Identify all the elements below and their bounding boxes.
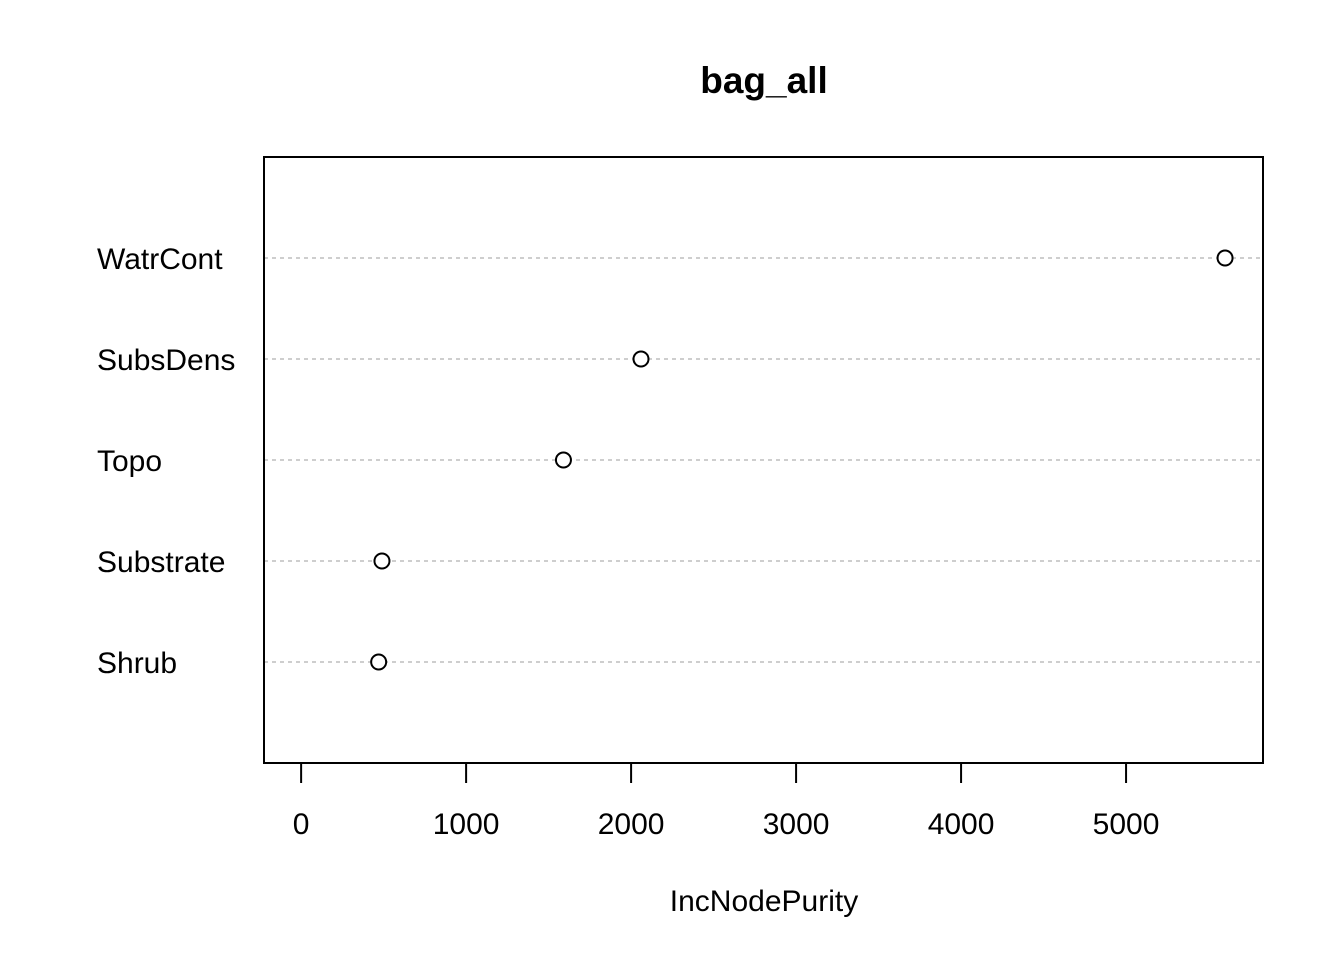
x-tick-label-0: 0 <box>293 808 310 841</box>
data-point-subsdens <box>632 350 650 368</box>
data-point-watrcont <box>1216 249 1234 267</box>
data-point-shrub <box>370 653 388 671</box>
x-axis: 0 1000 2000 3000 4000 5000 <box>293 762 1160 841</box>
data-points <box>370 249 1234 671</box>
category-labels: WatrCont SubsDens Topo Substrate Shrub <box>97 243 235 680</box>
guide-lines <box>264 257 1263 663</box>
x-tick-label-2000: 2000 <box>598 808 665 841</box>
category-label-subsdens: SubsDens <box>97 344 235 377</box>
x-axis-title: IncNodePurity <box>670 885 858 918</box>
category-label-shrub: Shrub <box>97 647 177 680</box>
x-tick-label-4000: 4000 <box>928 808 995 841</box>
category-label-substrate: Substrate <box>97 546 225 579</box>
x-tick-label-3000: 3000 <box>763 808 830 841</box>
chart-title: bag_all <box>700 60 828 101</box>
data-point-topo <box>554 451 572 469</box>
x-tick-label-1000: 1000 <box>433 808 500 841</box>
data-point-substrate <box>373 552 391 570</box>
category-label-topo: Topo <box>97 445 162 478</box>
category-label-watrcont: WatrCont <box>97 243 223 276</box>
x-tick-label-5000: 5000 <box>1093 808 1160 841</box>
